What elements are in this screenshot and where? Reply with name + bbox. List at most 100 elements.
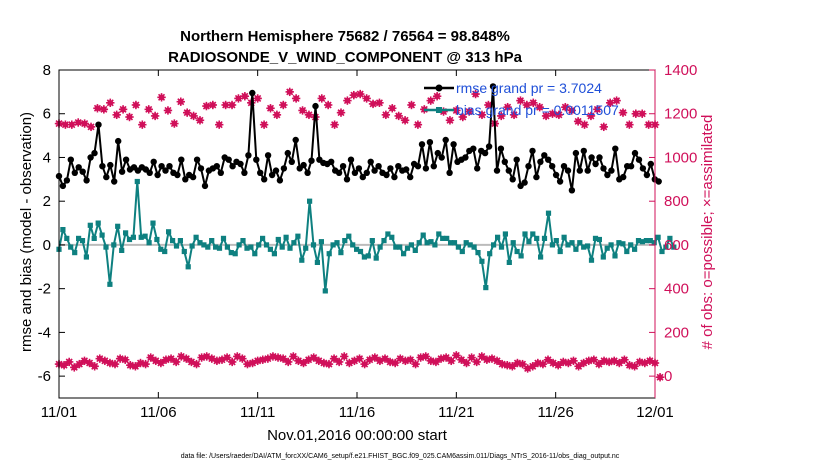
bias-point — [514, 248, 520, 255]
obs-marker-obs-possible — [599, 122, 608, 132]
rmse-point — [276, 177, 284, 184]
rmse-point — [604, 171, 611, 179]
obs-marker-obs-possible — [522, 100, 532, 110]
rmse-point — [612, 145, 619, 152]
y-tick-label-left: 8 — [43, 62, 51, 79]
bias-point — [530, 231, 536, 237]
bias-point — [263, 242, 270, 248]
bias-point — [252, 251, 258, 257]
bias-point — [624, 248, 630, 255]
rmse-point — [371, 167, 378, 174]
chart-subtitle: RADIOSONDE_V_WIND_COMPONENT @ 313 hPa — [168, 49, 523, 66]
obs-marker-obs-assimilated — [426, 356, 436, 366]
obs-marker-obs-assimilated — [569, 356, 578, 366]
obs-marker-obs-possible — [240, 92, 250, 101]
bias-point — [444, 235, 450, 241]
obs-marker-obs-possible — [118, 105, 128, 114]
obs-marker-obs-possible — [144, 105, 153, 114]
rmse-point — [217, 169, 224, 176]
bias-point — [173, 243, 180, 249]
obs-marker-obs-assimilated — [253, 356, 262, 366]
rmse-point — [505, 167, 512, 174]
legend-bias-marker — [436, 107, 442, 113]
bias-point — [647, 238, 653, 244]
bias-point — [397, 244, 403, 250]
rmse-point — [288, 158, 295, 165]
rmse-point — [509, 176, 516, 183]
rmse-point — [620, 173, 627, 181]
rmse-point — [75, 164, 82, 171]
rmse-point — [328, 158, 335, 165]
y-tick-label-right: 800 — [664, 193, 689, 210]
obs-marker-obs-possible — [285, 87, 294, 97]
obs-marker-obs-possible — [567, 106, 576, 115]
x-tick-label: 12/01 — [636, 404, 674, 421]
obs-marker-obs-possible — [106, 98, 115, 107]
bias-point — [541, 235, 548, 241]
bias-point — [475, 250, 481, 256]
rmse-point — [584, 167, 591, 174]
obs-marker-obs-assimilated — [131, 362, 140, 371]
rmse-point — [446, 169, 453, 176]
obs-marker-obs-assimilated — [538, 359, 548, 369]
obs-marker-obs-possible — [208, 100, 218, 110]
bias-point — [408, 242, 414, 248]
obs-marker-obs-assimilated — [309, 353, 318, 362]
y-tick-label-left: 0 — [43, 237, 51, 254]
obs-marker-obs-assimilated — [182, 354, 191, 363]
bias-point — [565, 242, 571, 248]
bias-point — [553, 238, 559, 244]
rmse-point — [438, 154, 445, 161]
obs-marker-obs-assimilated — [192, 359, 201, 369]
obs-marker-obs-possible — [509, 110, 519, 120]
bias-point — [588, 257, 595, 263]
obs-marker-obs-assimilated — [146, 353, 155, 362]
rmse-point — [450, 141, 457, 148]
obs-marker-obs-assimilated — [615, 358, 624, 368]
bias-point — [455, 244, 461, 250]
rmse-point — [422, 165, 430, 172]
bias-point — [205, 244, 211, 250]
obs-marker-obs-assimilated — [655, 373, 665, 382]
rmse-point — [627, 163, 635, 170]
obs-marker-obs-possible — [330, 120, 339, 129]
rmse-point — [292, 136, 299, 144]
obs-marker-obs-possible — [93, 104, 102, 113]
bias-point — [616, 240, 622, 246]
y-tick-label-right: 1000 — [664, 149, 697, 166]
bias-point — [271, 251, 277, 257]
bias-point — [663, 244, 669, 250]
rmse-point — [182, 176, 189, 183]
bias-point — [107, 281, 113, 287]
rmse-point — [359, 173, 366, 181]
rmse-point — [568, 187, 576, 194]
obs-marker-obs-assimilated — [161, 355, 171, 364]
rmse-point — [533, 173, 540, 181]
bias-point — [557, 248, 563, 255]
rmse-point — [639, 165, 647, 172]
bias-point — [240, 238, 246, 244]
obs-marker-obs-possible — [99, 105, 109, 114]
bias-point — [573, 246, 579, 252]
legend-rmse-marker — [435, 84, 443, 92]
obs-marker-obs-possible — [497, 111, 506, 121]
obs-marker-obs-possible — [323, 100, 333, 110]
obs-marker-obs-assimilated — [329, 354, 339, 363]
x-tick-label: 11/01 — [41, 404, 77, 421]
rmse-point — [493, 167, 501, 174]
y-tick-label-right: 600 — [664, 237, 689, 254]
bias-point — [193, 234, 199, 240]
obs-marker-obs-assimilated — [533, 358, 543, 368]
bias-point — [170, 238, 176, 244]
bias-point — [487, 251, 493, 257]
rmse-point — [111, 178, 118, 185]
obs-marker-obs-possible — [561, 102, 570, 112]
rmse-point — [103, 173, 110, 181]
rmse-point — [572, 149, 580, 157]
obs-marker-obs-assimilated — [238, 354, 247, 363]
rmse-point — [150, 158, 157, 165]
y-tick-label-left: 2 — [43, 193, 51, 210]
bias-point — [303, 245, 309, 251]
bias-point — [467, 242, 473, 248]
rmse-point — [513, 156, 520, 163]
